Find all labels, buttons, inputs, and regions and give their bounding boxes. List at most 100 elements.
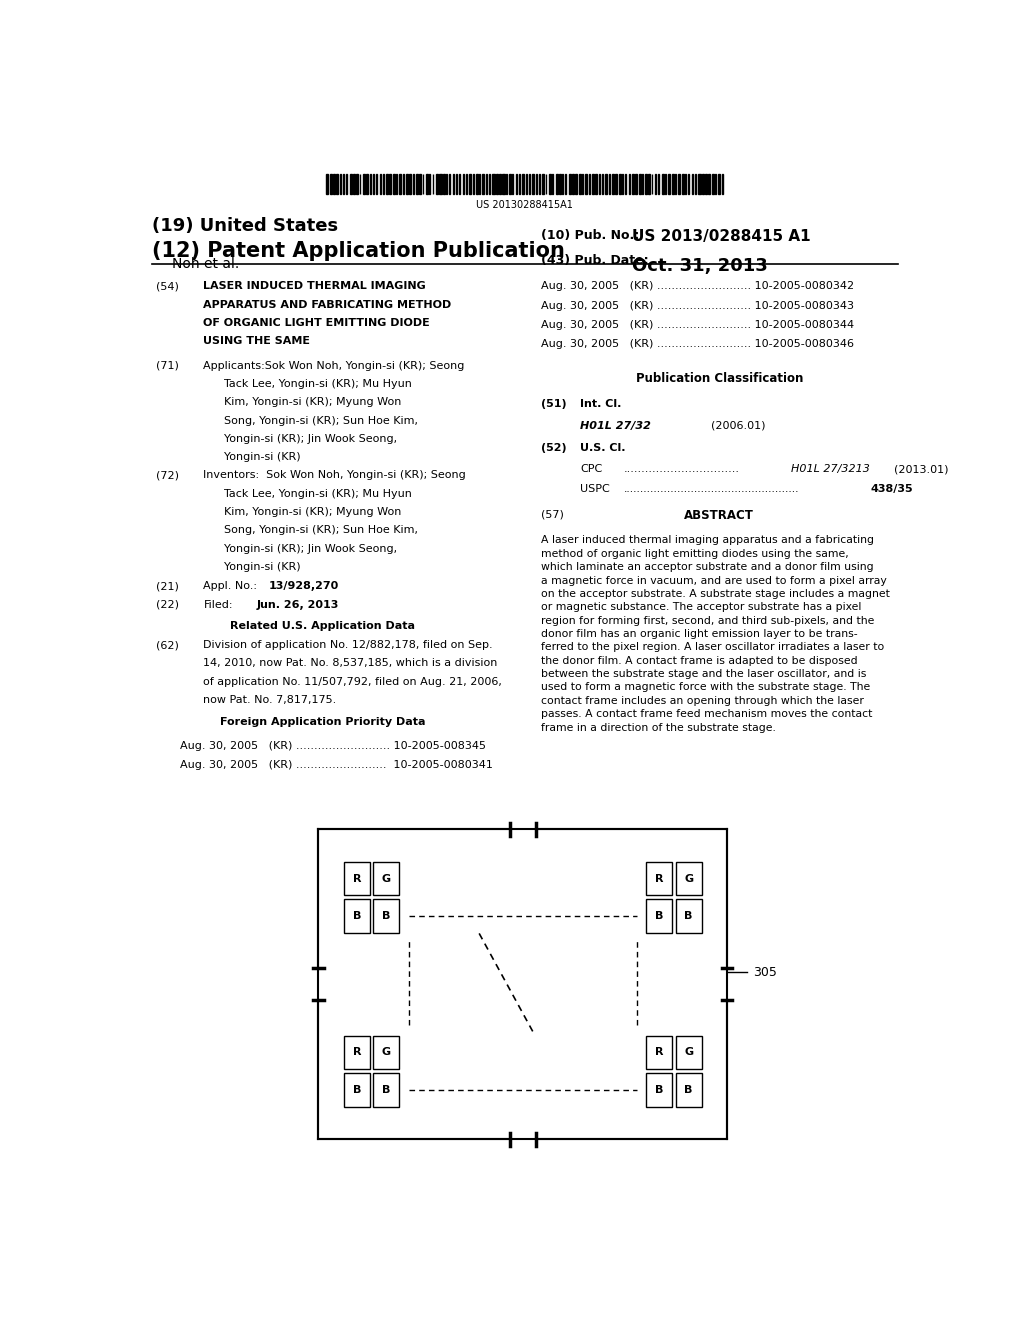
- Bar: [676, 1073, 701, 1106]
- Bar: [463, 174, 464, 194]
- Bar: [509, 174, 511, 194]
- Bar: [539, 174, 540, 194]
- Bar: [469, 174, 471, 194]
- Bar: [642, 174, 643, 194]
- Text: Applicants:Sok Won Noh, Yongin-si (KR); Seong: Applicants:Sok Won Noh, Yongin-si (KR); …: [204, 360, 465, 371]
- Bar: [330, 174, 332, 194]
- Text: G: G: [684, 1047, 693, 1057]
- Bar: [493, 174, 495, 194]
- Bar: [605, 174, 606, 194]
- Bar: [701, 174, 703, 194]
- Text: (62): (62): [156, 640, 178, 651]
- Bar: [373, 1036, 399, 1069]
- Bar: [373, 899, 399, 933]
- Text: 13/928,270: 13/928,270: [268, 581, 339, 591]
- Bar: [691, 174, 693, 194]
- Text: Tack Lee, Yongin-si (KR); Mu Hyun: Tack Lee, Yongin-si (KR); Mu Hyun: [204, 379, 413, 389]
- Text: (72): (72): [156, 470, 179, 480]
- Text: ABSTRACT: ABSTRACT: [684, 510, 754, 521]
- Bar: [485, 174, 487, 194]
- Bar: [318, 829, 727, 1139]
- Bar: [615, 174, 617, 194]
- Text: (12) Patent Application Publication: (12) Patent Application Publication: [152, 240, 564, 261]
- Bar: [362, 174, 366, 194]
- Bar: [407, 174, 408, 194]
- Text: B: B: [655, 1085, 664, 1094]
- Bar: [705, 174, 707, 194]
- Bar: [525, 174, 527, 194]
- Bar: [506, 174, 507, 194]
- Text: 14, 2010, now Pat. No. 8,537,185, which is a division: 14, 2010, now Pat. No. 8,537,185, which …: [204, 659, 498, 668]
- Text: Yongin-si (KR); Jin Wook Seong,: Yongin-si (KR); Jin Wook Seong,: [204, 544, 397, 553]
- Bar: [386, 174, 387, 194]
- Text: B: B: [382, 911, 390, 921]
- Bar: [536, 174, 537, 194]
- Bar: [646, 862, 673, 895]
- Bar: [439, 174, 441, 194]
- Text: Int. Cl.: Int. Cl.: [581, 399, 622, 409]
- Text: Oct. 31, 2013: Oct. 31, 2013: [632, 257, 768, 275]
- Bar: [666, 174, 667, 194]
- Text: CPC: CPC: [581, 465, 602, 474]
- Bar: [389, 174, 390, 194]
- Text: Yongin-si (KR); Jin Wook Seong,: Yongin-si (KR); Jin Wook Seong,: [204, 434, 397, 444]
- Text: US 2013/0288415 A1: US 2013/0288415 A1: [632, 228, 811, 243]
- Bar: [676, 1036, 701, 1069]
- Bar: [344, 862, 370, 895]
- Text: R: R: [655, 1047, 664, 1057]
- Bar: [383, 174, 384, 194]
- Text: 305: 305: [754, 965, 777, 978]
- Bar: [622, 174, 624, 194]
- Text: Aug. 30, 2005   (KR) .......................... 10-2005-008345: Aug. 30, 2005 (KR) .....................…: [179, 741, 485, 751]
- Bar: [479, 174, 480, 194]
- Text: US 20130288415A1: US 20130288415A1: [476, 201, 573, 210]
- Bar: [327, 174, 328, 194]
- Text: (2006.01): (2006.01): [712, 421, 766, 430]
- Text: USING THE SAME: USING THE SAME: [204, 337, 310, 346]
- Bar: [675, 174, 676, 194]
- Bar: [380, 174, 381, 194]
- Bar: [349, 174, 352, 194]
- Bar: [336, 174, 338, 194]
- Text: H01L 27/32: H01L 27/32: [581, 421, 651, 430]
- Text: Song, Yongin-si (KR); Sun Hoe Kim,: Song, Yongin-si (KR); Sun Hoe Kim,: [204, 416, 419, 425]
- Bar: [669, 174, 670, 194]
- Text: A laser induced thermal imaging apparatus and a fabricating
method of organic li: A laser induced thermal imaging apparatu…: [541, 536, 890, 733]
- Bar: [426, 174, 428, 194]
- Text: now Pat. No. 7,817,175.: now Pat. No. 7,817,175.: [204, 696, 337, 705]
- Bar: [676, 862, 701, 895]
- Text: Tack Lee, Yongin-si (KR); Mu Hyun: Tack Lee, Yongin-si (KR); Mu Hyun: [204, 488, 413, 499]
- Text: H01L 27/3213: H01L 27/3213: [791, 465, 869, 474]
- Bar: [496, 174, 498, 194]
- Bar: [344, 1073, 370, 1106]
- Text: (51): (51): [541, 399, 566, 409]
- Bar: [568, 174, 570, 194]
- Bar: [402, 174, 404, 194]
- Bar: [646, 899, 673, 933]
- Text: Foreign Application Priority Data: Foreign Application Priority Data: [220, 718, 425, 727]
- Text: Division of application No. 12/882,178, filed on Sep.: Division of application No. 12/882,178, …: [204, 640, 493, 651]
- Text: (71): (71): [156, 360, 178, 371]
- Bar: [543, 174, 544, 194]
- Text: Aug. 30, 2005   (KR) .........................  10-2005-0080341: Aug. 30, 2005 (KR) .....................…: [179, 760, 493, 770]
- Bar: [646, 1036, 673, 1069]
- Text: (2013.01): (2013.01): [894, 465, 948, 474]
- Bar: [445, 174, 447, 194]
- Bar: [722, 174, 723, 194]
- Bar: [356, 174, 358, 194]
- Bar: [453, 174, 455, 194]
- Bar: [482, 174, 484, 194]
- Bar: [685, 174, 686, 194]
- Text: Aug. 30, 2005   (KR) .......................... 10-2005-0080343: Aug. 30, 2005 (KR) .....................…: [541, 301, 854, 310]
- Text: (57): (57): [541, 510, 563, 519]
- Text: Publication Classification: Publication Classification: [636, 372, 803, 385]
- Text: ................................: ................................: [624, 465, 740, 474]
- Bar: [472, 174, 473, 194]
- Text: (22): (22): [156, 599, 179, 610]
- Text: Kim, Yongin-si (KR); Myung Won: Kim, Yongin-si (KR); Myung Won: [204, 397, 401, 408]
- Bar: [678, 174, 680, 194]
- Bar: [456, 174, 458, 194]
- Text: Jun. 26, 2013: Jun. 26, 2013: [257, 599, 339, 610]
- Text: B: B: [382, 1085, 390, 1094]
- Text: Related U.S. Application Data: Related U.S. Application Data: [230, 620, 415, 631]
